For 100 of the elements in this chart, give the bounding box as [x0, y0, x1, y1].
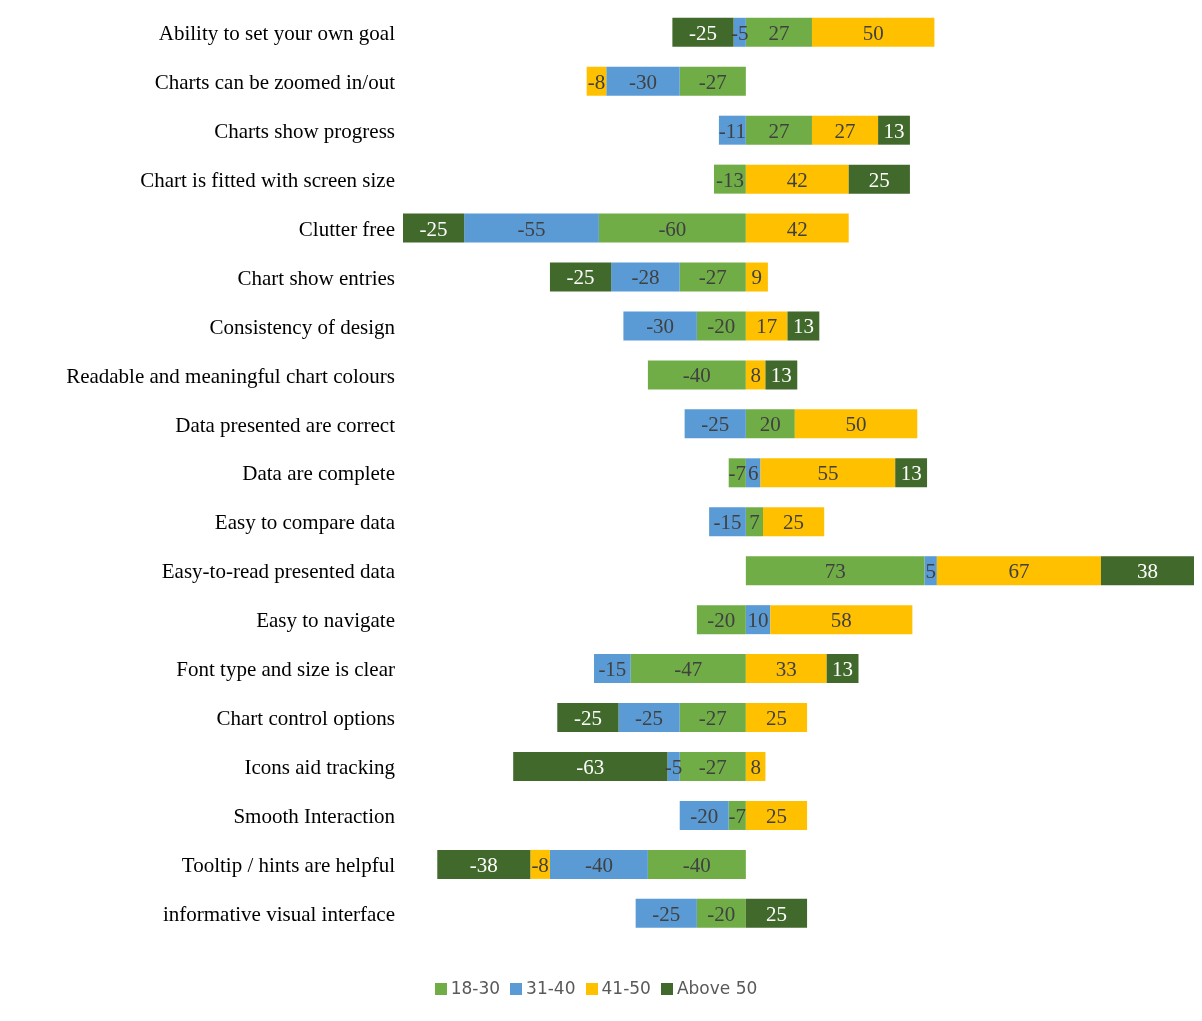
- data-label: 25: [868, 167, 890, 192]
- data-label: 73: [824, 559, 846, 584]
- data-label: 8: [750, 363, 761, 388]
- data-label: 10: [747, 608, 769, 633]
- data-label: 13: [770, 363, 792, 388]
- bar: [679, 66, 746, 96]
- data-label: 8: [750, 754, 761, 779]
- data-label: 55: [817, 461, 839, 486]
- bar: [635, 898, 697, 928]
- data-label: -7: [728, 461, 747, 486]
- data-label: -60: [658, 216, 687, 241]
- data-label: -20: [707, 608, 736, 633]
- data-label: 13: [883, 118, 905, 143]
- bar: [745, 311, 788, 341]
- data-label: 50: [862, 20, 884, 45]
- data-label: -25: [652, 901, 681, 926]
- bar: [679, 703, 746, 733]
- bar: [745, 898, 808, 928]
- bar: [1100, 556, 1194, 586]
- data-label: 42: [786, 216, 808, 241]
- data-label: -25: [419, 216, 448, 241]
- y-tick-label: Clutter free: [298, 216, 395, 241]
- data-label: -20: [690, 803, 719, 828]
- data-label: 58: [830, 608, 852, 633]
- data-label: 20: [759, 412, 781, 437]
- data-label: 9: [751, 265, 763, 290]
- bar: [623, 311, 697, 341]
- data-label: 25: [765, 803, 787, 828]
- y-tick-label: Chart control options: [216, 706, 395, 731]
- bar: [745, 213, 849, 243]
- data-label: -27: [698, 754, 727, 779]
- data-label: -25: [635, 706, 664, 731]
- data-label: -13: [715, 167, 744, 192]
- bar: [745, 409, 795, 439]
- data-label: 25: [765, 901, 787, 926]
- y-tick-label: Tooltip / hints are helpful: [181, 853, 396, 878]
- bar: [770, 605, 913, 635]
- y-tick-label: Charts can be zoomed in/out: [154, 69, 396, 94]
- bar: [464, 213, 599, 243]
- bar: [684, 409, 746, 439]
- bar: [606, 66, 680, 96]
- data-label: 5: [925, 559, 936, 584]
- data-label: -47: [674, 657, 703, 682]
- y-tick-label: Chart is fitted with screen size: [140, 167, 395, 192]
- bar: [403, 213, 465, 243]
- bar: [811, 115, 879, 145]
- data-label: -27: [698, 706, 727, 731]
- data-label: -63: [576, 754, 605, 779]
- data-label: 42: [786, 167, 808, 192]
- y-tick-label: Data presented are correct: [175, 412, 396, 437]
- bar: [794, 409, 918, 439]
- y-tick-label: informative visual interface: [162, 901, 395, 926]
- y-tick-label: Easy-to-read presented data: [161, 559, 396, 584]
- bar: [745, 654, 827, 684]
- data-label: -40: [682, 852, 711, 877]
- y-tick-label: Charts show progress: [214, 118, 395, 143]
- bar: [647, 360, 746, 390]
- data-label: -30: [646, 314, 675, 339]
- bar: [557, 703, 619, 733]
- bar: [437, 849, 531, 879]
- data-label: -27: [698, 69, 727, 94]
- legend-label: 18-30: [450, 978, 501, 998]
- bar: [760, 458, 896, 488]
- bar: [647, 849, 746, 879]
- data-label: -38: [469, 852, 498, 877]
- data-label: -7: [728, 803, 747, 828]
- data-label: 17: [756, 314, 778, 339]
- y-tick-label: Easy to compare data: [214, 510, 396, 535]
- bar: [549, 849, 648, 879]
- data-label: 27: [834, 118, 856, 143]
- data-label: -11: [718, 118, 746, 143]
- bar: [598, 213, 746, 243]
- data-label: -20: [707, 314, 736, 339]
- data-label: -15: [598, 657, 627, 682]
- data-label: -8: [531, 852, 549, 877]
- data-label: -25: [688, 20, 717, 45]
- legend-label: 31-40: [526, 978, 576, 998]
- data-label: -25: [573, 706, 602, 731]
- data-label: 13: [832, 657, 854, 682]
- bar: [745, 115, 812, 145]
- bar: [811, 17, 935, 47]
- legend-label: Above 50: [676, 978, 758, 998]
- data-label: 7: [749, 510, 760, 535]
- data-label: 6: [747, 461, 759, 486]
- y-tick-label: Ability to set your own goal: [158, 20, 396, 45]
- data-label: -40: [584, 852, 613, 877]
- bar: [745, 164, 849, 194]
- y-tick-label: Easy to navigate: [256, 608, 395, 633]
- y-tick-label: Readable and meaningful chart colours: [66, 363, 395, 388]
- bar: [679, 262, 746, 292]
- data-label: -8: [587, 69, 606, 94]
- data-label: -20: [707, 901, 736, 926]
- data-label: 27: [768, 118, 790, 143]
- data-label: 33: [775, 657, 797, 682]
- data-label: 25: [783, 510, 805, 535]
- y-tick-label: Icons aid tracking: [244, 755, 396, 780]
- bar: [936, 556, 1101, 586]
- bar: [848, 164, 910, 194]
- data-label: 13: [900, 461, 922, 486]
- data-label: -30: [628, 69, 657, 94]
